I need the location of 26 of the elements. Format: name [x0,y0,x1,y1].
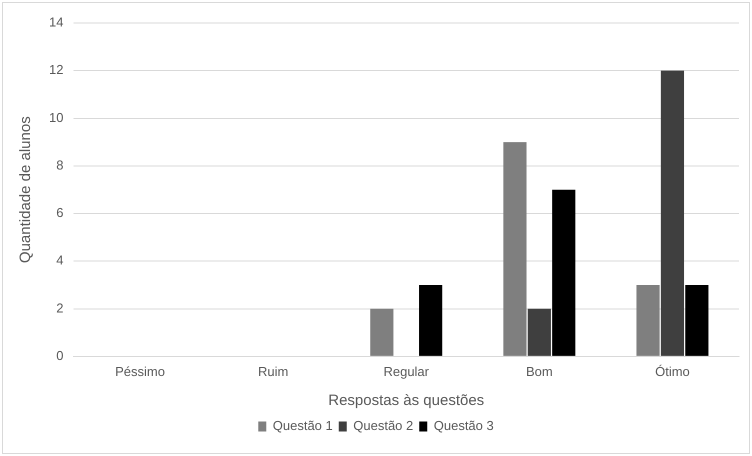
y-tick-label: 14 [48,14,64,30]
x-tick-label: Ruim [258,364,288,379]
y-tick-label: 0 [56,348,64,363]
y-tick-label: 10 [48,110,64,125]
bar [660,70,684,356]
x-tick-label: Regular [383,364,430,379]
y-tick-label: 2 [56,300,64,316]
y-axis-title: Quantidade de alunos [17,116,34,264]
x-tick-label: Ótimo [655,364,690,379]
bar [636,284,660,356]
y-tick-label: 8 [56,157,64,172]
y-tick-label: 12 [48,62,64,78]
legend-label: Questão 2 [353,418,414,434]
legend-label: Questão 3 [434,418,494,434]
bar [552,190,576,356]
x-tick-label: Bom [526,364,553,379]
bar [685,284,708,356]
y-tick-label: 6 [56,205,64,220]
legend-label: Questão 1 [272,418,333,434]
bar [528,308,551,356]
bar [503,142,527,356]
bar [419,284,442,356]
y-tick-label: 4 [56,252,64,268]
x-tick-label: Péssimo [115,364,165,379]
bar [370,308,394,356]
x-axis-title: Respostas às questões [328,392,484,410]
